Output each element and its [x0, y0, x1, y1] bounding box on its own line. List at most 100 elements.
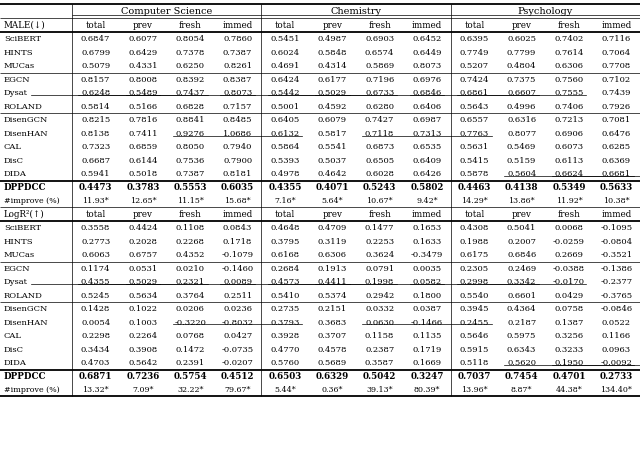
Text: 0.6426: 0.6426	[412, 170, 442, 178]
Text: ROLAND: ROLAND	[4, 103, 43, 111]
Text: 0.6846: 0.6846	[507, 251, 536, 259]
Text: 0.4578: 0.4578	[317, 345, 347, 354]
Text: -0.1386: -0.1386	[600, 265, 632, 273]
Text: -0.0259: -0.0259	[553, 238, 585, 245]
Text: 0.6424: 0.6424	[270, 76, 300, 84]
Text: 0.1633: 0.1633	[412, 238, 442, 245]
Text: 0.6601: 0.6601	[507, 292, 536, 300]
Text: 0.7424: 0.7424	[460, 76, 489, 84]
Text: -0.8032: -0.8032	[221, 319, 253, 327]
Text: total: total	[464, 21, 484, 30]
Text: 0.7081: 0.7081	[602, 116, 631, 124]
Text: 0.7708: 0.7708	[602, 62, 631, 70]
Text: 0.7437: 0.7437	[175, 89, 205, 97]
Text: fresh: fresh	[368, 21, 391, 30]
Text: 0.7313: 0.7313	[412, 130, 442, 138]
Text: 0.3342: 0.3342	[507, 278, 536, 286]
Text: immed: immed	[601, 210, 632, 219]
Text: 0.5848: 0.5848	[317, 49, 347, 57]
Text: 10.38*: 10.38*	[603, 197, 630, 205]
Text: 0.4804: 0.4804	[507, 62, 536, 70]
Text: 8.87*: 8.87*	[511, 386, 532, 394]
Text: DisenHAN: DisenHAN	[4, 130, 49, 138]
Text: 0.3707: 0.3707	[317, 332, 347, 340]
Text: 0.5869: 0.5869	[365, 62, 394, 70]
Text: 0.6280: 0.6280	[365, 103, 394, 111]
Text: 0.4978: 0.4978	[270, 170, 300, 178]
Text: 0.3908: 0.3908	[129, 345, 157, 354]
Text: 0.5159: 0.5159	[507, 157, 536, 165]
Text: 0.3587: 0.3587	[365, 359, 394, 367]
Text: 0.1472: 0.1472	[175, 345, 205, 354]
Text: 0.4352: 0.4352	[175, 251, 205, 259]
Text: 0.7157: 0.7157	[223, 103, 252, 111]
Text: 0.5442: 0.5442	[270, 89, 300, 97]
Text: 0.7555: 0.7555	[554, 89, 584, 97]
Text: Dysat: Dysat	[4, 89, 28, 97]
Text: 0.4642: 0.4642	[317, 170, 347, 178]
Text: 0.6873: 0.6873	[365, 143, 394, 151]
Text: fresh: fresh	[557, 210, 580, 219]
Text: 0.5553: 0.5553	[173, 183, 207, 192]
Text: 10.67*: 10.67*	[366, 197, 393, 205]
Text: 0.6687: 0.6687	[81, 157, 110, 165]
Text: 0.4770: 0.4770	[270, 345, 300, 354]
Text: 0.6861: 0.6861	[460, 89, 489, 97]
Text: 0.4512: 0.4512	[221, 372, 255, 381]
Text: 0.8073: 0.8073	[223, 89, 252, 97]
Text: LogR²(↑): LogR²(↑)	[4, 210, 45, 219]
Text: total: total	[275, 21, 295, 30]
Text: 0.0210: 0.0210	[176, 265, 205, 273]
Text: 0.5754: 0.5754	[173, 372, 207, 381]
Text: 0.6476: 0.6476	[602, 130, 631, 138]
Text: 0.6987: 0.6987	[412, 116, 442, 124]
Text: 0.7402: 0.7402	[554, 35, 584, 43]
Text: 0.0630: 0.0630	[365, 319, 394, 327]
Text: 0.2264: 0.2264	[129, 332, 157, 340]
Text: 7.09*: 7.09*	[132, 386, 154, 394]
Text: 0.8077: 0.8077	[507, 130, 536, 138]
Text: 0.7387: 0.7387	[175, 170, 205, 178]
Text: 0.6077: 0.6077	[129, 35, 157, 43]
Text: 0.3764: 0.3764	[175, 292, 205, 300]
Text: 0.5975: 0.5975	[507, 332, 536, 340]
Text: 0.2455: 0.2455	[460, 319, 489, 327]
Text: 0.5349: 0.5349	[552, 183, 586, 192]
Text: 0.6285: 0.6285	[602, 143, 631, 151]
Text: prev: prev	[133, 21, 153, 30]
Text: 0.6144: 0.6144	[128, 157, 157, 165]
Text: 0.2298: 0.2298	[81, 332, 110, 340]
Text: 0.6113: 0.6113	[554, 157, 584, 165]
Text: 79.67*: 79.67*	[225, 386, 251, 394]
Text: Dysat: Dysat	[4, 278, 28, 286]
Text: 0.1174: 0.1174	[81, 265, 111, 273]
Text: 0.8485: 0.8485	[223, 116, 252, 124]
Text: prev: prev	[511, 21, 532, 30]
Text: immed: immed	[223, 210, 253, 219]
Text: 0.4314: 0.4314	[317, 62, 347, 70]
Text: MUCas: MUCas	[4, 62, 35, 70]
Text: 0.6063: 0.6063	[81, 251, 110, 259]
Text: 0.3683: 0.3683	[317, 319, 347, 327]
Text: -0.0170: -0.0170	[553, 278, 585, 286]
Text: 0.8050: 0.8050	[176, 143, 205, 151]
Text: 0.4703: 0.4703	[81, 359, 110, 367]
Text: -0.1466: -0.1466	[411, 319, 443, 327]
Text: 0.4709: 0.4709	[317, 224, 347, 232]
Text: 0.1387: 0.1387	[554, 319, 584, 327]
Text: 0.5166: 0.5166	[129, 103, 157, 111]
Text: 0.7375: 0.7375	[507, 76, 536, 84]
Text: 0.8073: 0.8073	[412, 62, 442, 70]
Text: 0.5001: 0.5001	[271, 103, 300, 111]
Text: 0.2321: 0.2321	[176, 278, 205, 286]
Text: total: total	[464, 210, 484, 219]
Text: 0.5864: 0.5864	[270, 143, 300, 151]
Text: 0.7926: 0.7926	[602, 103, 631, 111]
Text: 0.3928: 0.3928	[270, 332, 300, 340]
Text: 0.1913: 0.1913	[317, 265, 347, 273]
Text: 0.5393: 0.5393	[270, 157, 300, 165]
Text: 0.5631: 0.5631	[460, 143, 489, 151]
Text: 0.0768: 0.0768	[176, 332, 205, 340]
Text: #improve (%): #improve (%)	[4, 197, 60, 205]
Text: 0.1988: 0.1988	[460, 238, 489, 245]
